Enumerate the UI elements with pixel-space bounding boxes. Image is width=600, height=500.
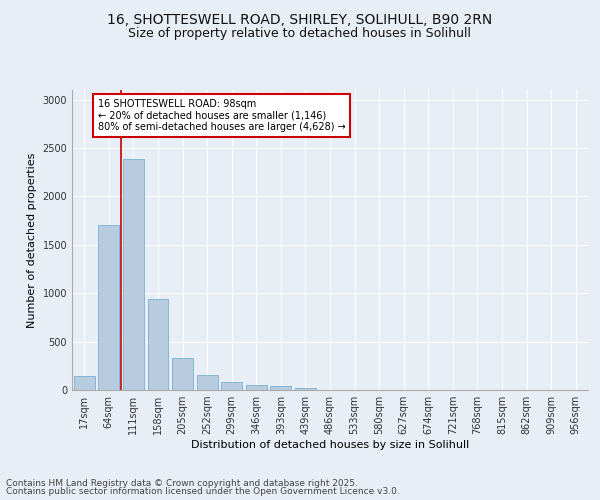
Bar [246,384,267,390]
Bar [221,382,242,390]
Text: Size of property relative to detached houses in Solihull: Size of property relative to detached ho… [128,28,472,40]
Y-axis label: Number of detached properties: Number of detached properties [27,152,37,328]
Bar [271,386,292,390]
Bar [295,388,316,390]
Text: 16, SHOTTESWELL ROAD, SHIRLEY, SOLIHULL, B90 2RN: 16, SHOTTESWELL ROAD, SHIRLEY, SOLIHULL,… [107,12,493,26]
Text: Contains HM Land Registry data © Crown copyright and database right 2025.: Contains HM Land Registry data © Crown c… [6,478,358,488]
Bar [123,158,144,390]
Bar [74,376,95,390]
X-axis label: Distribution of detached houses by size in Solihull: Distribution of detached houses by size … [191,440,469,450]
Text: Contains public sector information licensed under the Open Government Licence v3: Contains public sector information licen… [6,487,400,496]
Bar [197,375,218,390]
Bar [172,358,193,390]
Bar [98,224,119,390]
Text: 16 SHOTTESWELL ROAD: 98sqm
← 20% of detached houses are smaller (1,146)
80% of s: 16 SHOTTESWELL ROAD: 98sqm ← 20% of deta… [98,99,346,132]
Bar [148,299,169,390]
